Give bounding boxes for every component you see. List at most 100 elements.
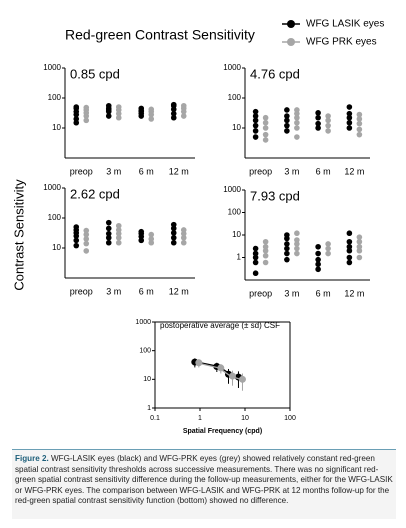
data-dot [105,234,112,241]
data-dot [180,113,187,119]
data-dot [325,117,331,124]
data-dot [115,227,122,233]
data-dot [346,254,353,261]
data-dot [356,126,363,133]
data-dot [325,128,331,134]
x-tick-label: 3 m [284,166,299,176]
data-dot [105,219,112,226]
data-dot [315,125,321,131]
caption-text: WFG-LASIK eyes (black) and WFG-PRK eyes … [15,454,393,506]
y-tick-label: 100 [139,348,151,355]
y-axis-label: Contrast Sensitivity [11,179,26,291]
y-tick-label: 100 [48,213,62,222]
data-dot [294,237,300,243]
data-dot [294,107,300,113]
y-tick-label: 10 [232,230,241,239]
data-dot [180,227,187,233]
data-dot [73,104,80,110]
data-dot [252,134,259,140]
y-tick-label: 1000 [223,63,241,72]
data-dot [356,238,363,245]
y-tick-label: 10 [232,123,241,132]
y-tick-label: 10 [143,376,151,383]
data-dot [252,259,259,266]
data-dot [284,241,290,247]
data-dot [73,237,80,244]
data-dot [180,234,187,241]
data-dot [83,104,90,111]
data-dot [294,134,300,140]
x-tick-label: 12 m [169,166,189,176]
x-tick-label: 12 m [344,288,364,298]
data-dot [346,125,353,131]
data-dot [170,234,177,241]
data-dot [170,239,177,246]
legend-swatch [287,20,295,28]
x-tick-label: 6 m [316,166,331,176]
data-dot [325,245,331,252]
data-dot [148,106,155,113]
data-dot [252,254,259,261]
data-dot [252,108,259,115]
data-dot [83,227,90,234]
y-tick-label: 1 [147,405,151,412]
data-dot [170,221,177,228]
legend-label: WFG PRK eyes [306,37,377,48]
x-tick-label: 0.1 [150,415,160,422]
data-dot [262,238,269,245]
data-dot [315,256,321,263]
data-dot [315,266,321,273]
data-dot [138,228,145,235]
data-dot [252,270,259,277]
x-tick-label: 6 m [139,286,154,296]
data-dot [325,241,331,247]
x-tick-label: preop [70,286,93,296]
data-dot [170,101,177,108]
data-point [238,375,246,383]
data-dot [356,120,363,127]
data-dot [356,254,363,261]
legend-label: WFG LASIK eyes [306,19,384,30]
data-dot [170,110,177,117]
data-dot [83,117,90,124]
data-dot [148,236,155,242]
data-dot [105,107,112,113]
data-dot [294,230,300,237]
x-tick-label: 3 m [106,166,121,176]
data-dot [294,125,300,131]
data-dot [315,114,321,121]
data-dot [262,243,269,250]
chart-title: 7.93 cpd [250,188,300,203]
data-dot [346,247,353,254]
data-dot [284,122,290,129]
data-dot [262,252,269,259]
data-dot [115,114,122,121]
data-dot [180,239,187,246]
data-dot [315,243,321,250]
data-dot [180,102,187,109]
x-tick-label: 100 [284,415,296,422]
data-dot [294,245,300,252]
data-dot [284,245,290,252]
data-dot [356,243,363,250]
data-dot [315,110,321,116]
data-dot [262,247,269,254]
caption: Figure 2. WFG-LASIK eyes (black) and WFG… [12,449,396,519]
y-tick-label: 1 [237,253,242,262]
data-dot [252,128,259,134]
figure: Red-green Contrast Sensitivity Contrast … [11,19,384,435]
x-tick-label: preop [249,166,272,176]
x-axis-label: Spatial Frequency (cpd) [183,428,262,435]
data-dot [294,241,300,247]
x-tick-label: preop [249,288,272,298]
x-tick-label: 6 m [139,166,154,176]
data-dot [252,250,259,257]
data-dot [148,231,155,238]
data-dot [346,259,353,266]
y-tick-label: 1000 [223,185,241,194]
data-dot [73,116,80,122]
y-tick-label: 1000 [43,183,61,192]
data-dot [294,250,300,257]
data-dot [83,240,90,247]
